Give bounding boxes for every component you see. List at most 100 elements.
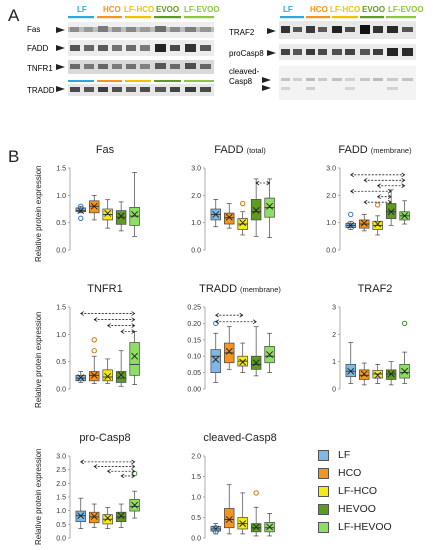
blot-label-procasp8: proCasp8: [229, 49, 264, 58]
chart-title-subtitle: (total): [247, 146, 267, 155]
bracket-arrow-left: [93, 317, 98, 322]
chart-title-main: pro-Casp8: [79, 432, 130, 444]
blot-arrow-traf2: [267, 28, 276, 34]
chart-5: TRAF2 0 1 2 3: [332, 283, 410, 394]
box: [385, 203, 397, 219]
y-tick-label: 0.00: [187, 387, 201, 394]
y-tick-label: 0.5: [191, 515, 201, 522]
bracket-arrow-right: [131, 329, 136, 334]
box: [89, 371, 100, 382]
mean-marker: [77, 512, 85, 520]
right-group-lf-hco: LF-HCO: [330, 5, 360, 14]
outlier-point: [78, 215, 84, 221]
box: [385, 369, 397, 380]
mean-marker: [252, 206, 260, 214]
y-tick-label: 1.0: [56, 332, 66, 339]
y-tick-label: 3.0: [191, 166, 201, 173]
legend-swatch-hevoo: [318, 503, 329, 515]
mean-marker: [212, 211, 220, 218]
y-tick-label: 0.0: [326, 248, 336, 255]
box: [115, 371, 127, 383]
blot-label-traf2: TRAF2: [229, 28, 255, 37]
mean-marker: [374, 220, 382, 228]
y-tick-label: 1.0: [191, 220, 201, 227]
mean-marker: [90, 371, 98, 379]
legend-label-hevoo: HEVOO: [338, 503, 376, 515]
group-bar-lf: [68, 16, 94, 19]
legend-item-hco: HCO: [318, 464, 392, 482]
chart-title-main: TNFR1: [87, 283, 122, 295]
chart-title-subtitle: (membrane): [240, 285, 281, 294]
chart-title: TRADD (membrane): [199, 283, 281, 295]
box: [102, 369, 113, 382]
mean-marker: [239, 219, 247, 227]
chart-title-main: TRADD: [199, 283, 237, 295]
legend-label-lf-hco: LF-HCO: [338, 485, 378, 497]
mean-marker: [117, 512, 125, 520]
outlier-point: [91, 337, 97, 343]
y-tick-label: 2.0: [326, 193, 336, 200]
right-group-bars: [280, 16, 416, 19]
legend-item-hevoo: HEVOO: [318, 500, 392, 518]
mean-marker: [374, 371, 382, 379]
y-tick-label: 0.5: [56, 522, 66, 529]
mean-marker: [131, 352, 139, 360]
mean-marker: [252, 359, 260, 367]
y-tick-label: 1.5: [191, 474, 201, 481]
chart-title-main: Fas: [96, 144, 115, 156]
y-tick-label: 1.5: [56, 166, 66, 173]
bracket-arrow-left: [363, 177, 368, 183]
right-group-lf-evoo: LF-EVOO: [388, 5, 424, 14]
bracket-arrow-right: [131, 473, 136, 479]
mean-marker: [77, 374, 85, 381]
y-tick-label: 0.0: [56, 387, 66, 394]
blot-label-tradd: TRADD: [27, 86, 55, 95]
blot-label-cleaved-casp8-line1: cleaved-: [229, 67, 260, 76]
group-bar-evoo: [154, 16, 181, 19]
bracket-arrow-right: [131, 468, 136, 474]
chart-3: TNFR1 0.0 0.5 1.0 1.5: [56, 283, 140, 394]
blot-strip-cleaved-casp8: [279, 66, 416, 100]
bracket-arrow-left: [363, 199, 368, 205]
mean-marker: [117, 371, 125, 379]
mean-marker: [90, 513, 98, 520]
mean-marker: [104, 373, 112, 380]
mean-marker: [252, 523, 260, 531]
y-tick-label: 3.0: [56, 454, 66, 461]
left-group-lf-hco: LF-HCO: [124, 5, 154, 14]
group-bar-lf-evoo: [184, 16, 214, 19]
mean-marker: [360, 370, 368, 378]
tradd-group-bars: [68, 80, 214, 82]
mean-marker: [401, 367, 409, 375]
outlier-point: [78, 203, 84, 209]
bracket-arrow-left: [106, 468, 111, 474]
blot-arrow-cleaved-casp8-lower: [262, 85, 271, 91]
y-tick-label: 0.5: [56, 220, 66, 227]
bracket-arrow-left: [350, 172, 354, 178]
bracket-arrow-right: [131, 311, 136, 316]
bracket-arrow-left: [255, 180, 260, 186]
chart-title-subtitle: (membrane): [371, 146, 412, 155]
box: [359, 369, 370, 380]
blot-arrow-fas: [56, 27, 65, 33]
y-tick-label: 1.0: [326, 220, 336, 227]
bracket-arrow-right: [387, 194, 392, 200]
y-tick-label: 2: [332, 332, 336, 339]
bracket-arrow-left: [215, 312, 219, 318]
mean-marker: [225, 213, 233, 221]
chart-title: TRAF2: [358, 283, 393, 295]
left-group-bars: [68, 16, 214, 19]
mean-marker: [387, 208, 395, 216]
panel-b-letter: B: [8, 147, 20, 166]
bracket-arrow-left: [93, 464, 98, 469]
left-group-lf-evoo: LF-EVOO: [184, 5, 220, 14]
left-group-header: LF HCO LF-HCO EVOO LF-EVOO: [77, 5, 220, 14]
bracket-arrow-left: [376, 183, 381, 189]
panel-a-letter: A: [8, 6, 20, 25]
bracket-arrow-left: [350, 188, 354, 194]
bracket-arrow-right: [387, 199, 392, 205]
legend-swatch-hco: [318, 467, 329, 479]
left-group-evoo: EVOO: [156, 5, 179, 14]
blot-strip-fas: [68, 22, 214, 38]
